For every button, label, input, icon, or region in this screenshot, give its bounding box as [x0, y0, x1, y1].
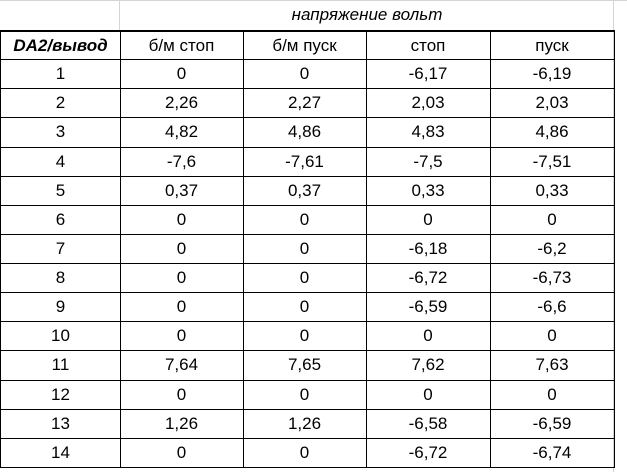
table-cell: -6,2: [490, 234, 615, 264]
table-cell: 0,33: [490, 176, 615, 206]
table-cell: 1,26: [243, 409, 367, 439]
table-cell: 0: [120, 205, 244, 235]
table-cell: 2,03: [366, 88, 491, 118]
table-cell: 0: [366, 205, 491, 235]
table-cell: 11: [0, 350, 121, 381]
table-cell: 0: [120, 263, 244, 293]
grid-line: [0, 0, 627, 1]
table-cell: -7,61: [243, 147, 367, 177]
table-cell: 0: [243, 438, 367, 468]
grid-line: [613, 0, 614, 472]
table-cell: -6,6: [490, 292, 615, 322]
table-cell: 10: [0, 321, 121, 351]
table-cell: -6,73: [490, 263, 615, 293]
table-cell: 0: [120, 380, 244, 410]
column-header: DA2/вывод: [0, 30, 121, 60]
table-cell: -6,72: [366, 263, 491, 293]
table-cell: 0: [366, 380, 491, 410]
table-cell: 7,63: [490, 350, 615, 381]
table-cell: 6: [0, 205, 121, 235]
table-cell: 0: [243, 380, 367, 410]
column-header: пуск: [490, 30, 615, 60]
grid-line: [119, 0, 120, 30]
table-cell: -6,17: [366, 59, 491, 89]
table-cell: 7,62: [366, 350, 491, 381]
table-cell: -6,72: [366, 438, 491, 468]
table-cell: 0: [243, 321, 367, 351]
table-cell: -7,6: [120, 147, 244, 177]
table-cell: 5: [0, 176, 121, 206]
table-cell: 12: [0, 380, 121, 410]
column-header: б/м пуск: [243, 30, 367, 60]
table-cell: 14: [0, 438, 121, 468]
table-cell: 4: [0, 147, 121, 177]
table-cell: 0: [120, 234, 244, 264]
table-cell: -7,5: [366, 147, 491, 177]
table-cell: -6,18: [366, 234, 491, 264]
table-cell: 2,03: [490, 88, 615, 118]
table-title: напряжение вольт: [291, 5, 443, 24]
table-cell: 3: [0, 117, 121, 148]
table-cell: -6,59: [490, 409, 615, 439]
table-cell: 2,27: [243, 88, 367, 118]
column-header: б/м стоп: [120, 30, 244, 60]
table-cell: 0: [120, 292, 244, 322]
table-cell: 4,86: [243, 117, 367, 148]
table-cell: 4,82: [120, 117, 244, 148]
table-cell: 0,37: [243, 176, 367, 206]
table-cell: 0: [120, 438, 244, 468]
table-cell: -6,59: [366, 292, 491, 322]
table-cell: 4,83: [366, 117, 491, 148]
table-cell: 0: [243, 292, 367, 322]
table-cell: 4,86: [490, 117, 615, 148]
column-header: стоп: [366, 30, 491, 60]
table-cell: 1,26: [120, 409, 244, 439]
table-cell: -6,74: [490, 438, 615, 468]
table-cell: 0: [490, 321, 615, 351]
table-cell: 0,33: [366, 176, 491, 206]
table-cell: 0: [243, 263, 367, 293]
table-cell: 2: [0, 88, 121, 118]
table-cell: 2,26: [120, 88, 244, 118]
table-cell: 0: [120, 59, 244, 89]
table-cell: 0: [243, 205, 367, 235]
table-cell: 0: [243, 59, 367, 89]
table-cell: 0: [490, 205, 615, 235]
table-cell: 0: [120, 321, 244, 351]
table-cell: -6,19: [490, 59, 615, 89]
table-cell: 7,64: [120, 350, 244, 381]
table-cell: -6,58: [366, 409, 491, 439]
table-cell: 0: [243, 234, 367, 264]
table-cell: 0: [366, 321, 491, 351]
table-cell: 8: [0, 263, 121, 293]
table-cell: 0: [490, 380, 615, 410]
table-cell: 7,65: [243, 350, 367, 381]
table-cell: 1: [0, 59, 121, 89]
table-cell: 7: [0, 234, 121, 264]
table-cell: -7,51: [490, 147, 615, 177]
table-cell: 13: [0, 409, 121, 439]
table-cell: 9: [0, 292, 121, 322]
table-cell: 0,37: [120, 176, 244, 206]
